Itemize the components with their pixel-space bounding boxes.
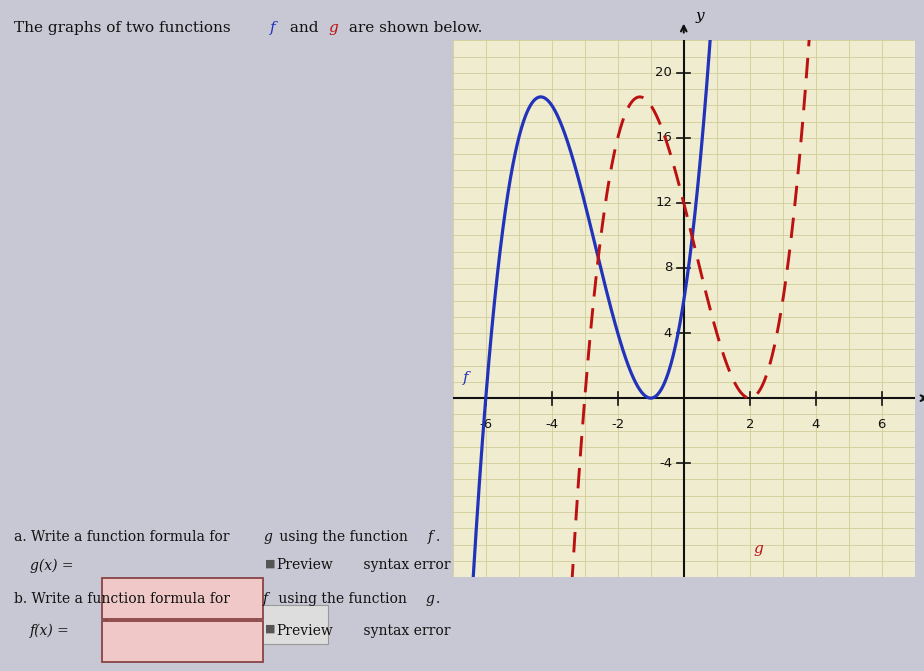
FancyBboxPatch shape (102, 578, 263, 619)
Text: f: f (270, 21, 275, 36)
Text: syntax error: syntax error (346, 558, 450, 572)
Text: 2: 2 (746, 417, 754, 431)
Text: 16: 16 (655, 132, 673, 144)
Text: are shown below.: are shown below. (344, 21, 482, 36)
Text: 8: 8 (663, 262, 673, 274)
Text: ■: ■ (265, 558, 275, 568)
Text: and: and (285, 21, 323, 36)
Text: 12: 12 (655, 197, 673, 209)
Text: f: f (263, 592, 269, 606)
Text: a. Write a function formula for: a. Write a function formula for (14, 530, 234, 544)
Text: g: g (329, 21, 339, 36)
Text: The graphs of two functions: The graphs of two functions (14, 21, 236, 36)
Text: b. Write a function formula for: b. Write a function formula for (14, 592, 235, 606)
Text: 4: 4 (811, 417, 820, 431)
Text: using the function: using the function (274, 592, 411, 606)
Text: g: g (263, 530, 273, 544)
Text: .: . (436, 530, 441, 544)
Text: -6: -6 (480, 417, 492, 431)
FancyBboxPatch shape (106, 605, 259, 644)
Text: f: f (463, 371, 468, 385)
Text: y: y (696, 9, 705, 23)
Text: 6: 6 (878, 417, 886, 431)
Text: -4: -4 (659, 457, 673, 470)
FancyBboxPatch shape (256, 605, 328, 644)
Text: ■: ■ (265, 624, 275, 634)
Text: 4: 4 (663, 327, 673, 340)
Text: f: f (428, 530, 433, 544)
Text: -4: -4 (545, 417, 558, 431)
Text: syntax error: syntax error (346, 624, 450, 638)
FancyBboxPatch shape (102, 621, 263, 662)
Text: g: g (426, 592, 435, 606)
Text: using the function: using the function (275, 530, 413, 544)
Text: g(x) =: g(x) = (30, 558, 73, 572)
Text: Preview: Preview (276, 624, 333, 638)
Text: f(x) =: f(x) = (30, 624, 69, 638)
Text: 20: 20 (655, 66, 673, 79)
Text: -2: -2 (611, 417, 625, 431)
Text: .: . (436, 592, 441, 606)
Text: g: g (753, 541, 763, 556)
Text: Preview: Preview (276, 558, 333, 572)
